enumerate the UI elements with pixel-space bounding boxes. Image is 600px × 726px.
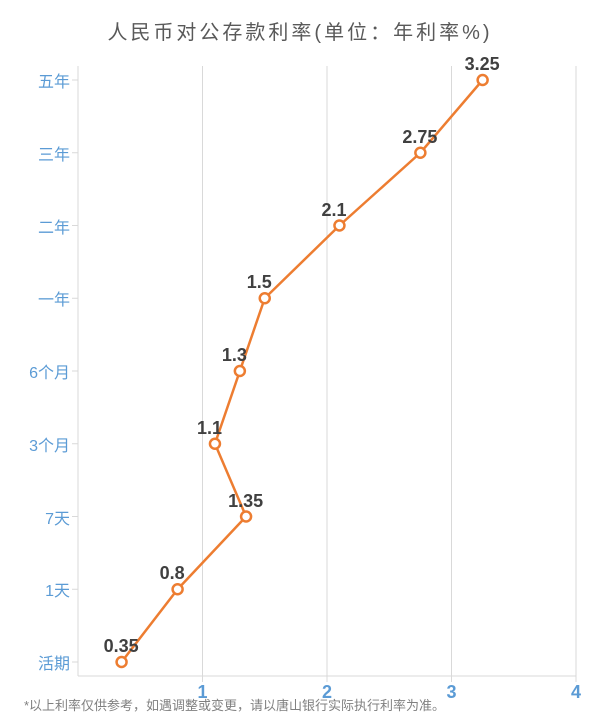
- x-tick-label: 1: [197, 682, 207, 703]
- data-label: 1.35: [228, 491, 263, 512]
- y-tick-label: 一年: [14, 286, 70, 310]
- y-tick-label: 6个月: [14, 359, 70, 383]
- data-label: 2.1: [321, 200, 346, 221]
- data-label: 3.25: [465, 54, 500, 75]
- chart-svg: [78, 66, 576, 706]
- y-tick-label: 1天: [14, 577, 70, 601]
- x-tick-label: 3: [446, 682, 456, 703]
- y-tick-label: 3个月: [14, 432, 70, 456]
- chart-container: 人民币对公存款利率(单位：年利率%) *以上利率仅供参考，如遇调整或变更，请以唐…: [0, 0, 600, 726]
- y-tick-label: 三年: [14, 141, 70, 165]
- data-label: 0.35: [104, 636, 139, 657]
- x-tick-label: 2: [322, 682, 332, 703]
- data-label: 1.5: [247, 272, 272, 293]
- y-tick-label: 活期: [14, 650, 70, 674]
- plot-area: [78, 66, 576, 676]
- data-label: 1.3: [222, 345, 247, 366]
- y-tick-label: 五年: [14, 68, 70, 92]
- data-label: 1.1: [197, 418, 222, 439]
- data-label: 0.8: [160, 563, 185, 584]
- chart-title: 人民币对公存款利率(单位：年利率%): [0, 16, 600, 45]
- data-label: 2.75: [402, 127, 437, 148]
- x-tick-label: 4: [571, 682, 581, 703]
- y-tick-label: 7天: [14, 505, 70, 529]
- y-tick-label: 二年: [14, 214, 70, 238]
- chart-footnote: *以上利率仅供参考，如遇调整或变更，请以唐山银行实际执行利率为准。: [24, 695, 445, 714]
